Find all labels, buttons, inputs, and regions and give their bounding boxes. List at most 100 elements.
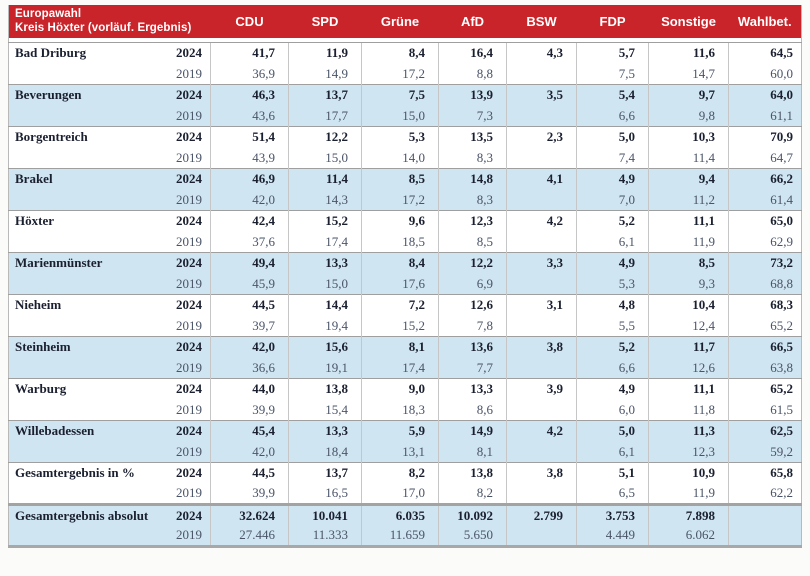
value-cell-spd: 14,4 <box>288 294 362 316</box>
value-cell-spd: 14,3 <box>288 189 362 211</box>
value-cell-wahlbet: 61,4 <box>728 189 802 211</box>
municipality-name: Höxter <box>8 210 149 232</box>
value-cell-afd: 8,5 <box>438 231 507 253</box>
value-cell-cdu: 39,9 <box>210 483 289 505</box>
value-cell-wahlbet <box>728 503 802 526</box>
value-cell-sonstige: 8,5 <box>648 252 729 274</box>
value-cell-grne: 8,5 <box>361 168 439 190</box>
value-cell-cdu: 43,6 <box>210 105 289 127</box>
table-row: Willebadessen 2024 45,4 13,3 5,9 14,9 4,2 5,0 11… <box>8 420 802 442</box>
value-cell-afd: 13,5 <box>438 126 507 148</box>
value-cell-afd: 12,3 <box>438 210 507 232</box>
value-cell-sonstige: 9,4 <box>648 168 729 190</box>
column-header-wahlbet: Wahlbet. <box>728 5 802 38</box>
value-cell-grne: 8,4 <box>361 42 439 64</box>
municipality-name: Warburg <box>8 378 149 400</box>
value-cell-grne: 17,2 <box>361 63 439 85</box>
value-cell-sonstige: 11,3 <box>648 420 729 442</box>
value-cell-cdu: 46,9 <box>210 168 289 190</box>
value-cell-bsw <box>506 189 577 211</box>
value-cell-grne: 17,2 <box>361 189 439 211</box>
value-cell-bsw <box>506 63 577 85</box>
table-row: Gesamtergebnis in % 2024 44,5 13,7 8,2 13,8 3,… <box>8 462 802 484</box>
column-header-spd: SPD <box>288 5 362 38</box>
column-header-grne: Grüne <box>361 5 439 38</box>
value-cell-spd: 19,4 <box>288 315 362 337</box>
value-cell-wahlbet: 70,9 <box>728 126 802 148</box>
value-cell-grne: 5,3 <box>361 126 439 148</box>
value-cell-sonstige: 11,8 <box>648 399 729 421</box>
municipality-name <box>8 273 149 295</box>
value-cell-wahlbet: 61,5 <box>728 399 802 421</box>
value-cell-grne: 15,2 <box>361 315 439 337</box>
value-cell-bsw: 3,3 <box>506 252 577 274</box>
value-cell-sonstige: 12,6 <box>648 357 729 379</box>
value-cell-grne: 11.659 <box>361 525 439 547</box>
value-cell-spd: 18,4 <box>288 441 362 463</box>
value-cell-fdp: 5,0 <box>576 126 649 148</box>
value-cell-cdu: 39,7 <box>210 315 289 337</box>
municipality-name <box>8 105 149 127</box>
value-cell-wahlbet: 65,0 <box>728 210 802 232</box>
value-cell-fdp: 7,5 <box>576 63 649 85</box>
value-cell-spd: 16,5 <box>288 483 362 505</box>
year-cell: 2024 <box>148 294 211 316</box>
value-cell-sonstige: 9,3 <box>648 273 729 295</box>
value-cell-spd: 11,9 <box>288 42 362 64</box>
value-cell-afd: 13,9 <box>438 84 507 106</box>
value-cell-spd: 17,4 <box>288 231 362 253</box>
value-cell-fdp: 3.753 <box>576 503 649 526</box>
table-row: 2019 39,9 16,5 17,0 8,2 6,5 11,9 62,2 <box>8 483 802 505</box>
year-cell: 2019 <box>148 399 211 421</box>
year-cell: 2024 <box>148 42 211 64</box>
year-cell: 2024 <box>148 84 211 106</box>
value-cell-sonstige: 11,7 <box>648 336 729 358</box>
value-cell-afd: 8,1 <box>438 441 507 463</box>
value-cell-afd: 8,6 <box>438 399 507 421</box>
value-cell-bsw: 4,3 <box>506 42 577 64</box>
value-cell-fdp: 4,9 <box>576 252 649 274</box>
value-cell-afd: 14,9 <box>438 420 507 442</box>
value-cell-cdu: 43,9 <box>210 147 289 169</box>
value-cell-bsw <box>506 399 577 421</box>
table-row: 2019 36,9 14,9 17,2 8,8 7,5 14,7 60,0 <box>8 63 802 85</box>
table-header-row: Europawahl Kreis Höxter (vorläuf. Ergebn… <box>8 5 802 38</box>
table-row: 2019 39,9 15,4 18,3 8,6 6,0 11,8 61,5 <box>8 399 802 421</box>
value-cell-wahlbet: 62,9 <box>728 231 802 253</box>
value-cell-afd: 5.650 <box>438 525 507 547</box>
value-cell-bsw <box>506 441 577 463</box>
year-cell: 2024 <box>148 420 211 442</box>
value-cell-wahlbet: 66,5 <box>728 336 802 358</box>
value-cell-sonstige: 11,1 <box>648 210 729 232</box>
value-cell-spd: 15,6 <box>288 336 362 358</box>
municipality-name <box>8 525 149 547</box>
table-row: 2019 43,6 17,7 15,0 7,3 6,6 9,8 61,1 <box>8 105 802 127</box>
value-cell-fdp: 5,0 <box>576 420 649 442</box>
value-cell-grne: 13,1 <box>361 441 439 463</box>
year-cell: 2019 <box>148 189 211 211</box>
value-cell-cdu: 42,0 <box>210 189 289 211</box>
value-cell-spd: 13,3 <box>288 252 362 274</box>
value-cell-wahlbet: 60,0 <box>728 63 802 85</box>
table-row: 2019 39,7 19,4 15,2 7,8 5,5 12,4 65,2 <box>8 315 802 337</box>
municipality-name <box>8 63 149 85</box>
municipality-name: Steinheim <box>8 336 149 358</box>
table-title: Europawahl Kreis Höxter (vorläuf. Ergebn… <box>8 5 211 38</box>
value-cell-spd: 14,9 <box>288 63 362 85</box>
value-cell-wahlbet: 61,1 <box>728 105 802 127</box>
value-cell-grne: 17,6 <box>361 273 439 295</box>
column-header-sonstige: Sonstige <box>648 5 729 38</box>
value-cell-grne: 9,6 <box>361 210 439 232</box>
municipality-name <box>8 399 149 421</box>
year-cell: 2024 <box>148 252 211 274</box>
value-cell-spd: 10.041 <box>288 503 362 526</box>
municipality-name <box>8 441 149 463</box>
value-cell-spd: 15,0 <box>288 273 362 295</box>
value-cell-bsw: 3,9 <box>506 378 577 400</box>
year-cell: 2019 <box>148 441 211 463</box>
value-cell-grne: 8,2 <box>361 462 439 484</box>
value-cell-sonstige: 11,2 <box>648 189 729 211</box>
value-cell-bsw: 2,3 <box>506 126 577 148</box>
municipality-name: Marienmünster <box>8 252 149 274</box>
table-row: 2019 27.446 11.333 11.659 5.650 4.449 6.062 <box>8 525 802 547</box>
